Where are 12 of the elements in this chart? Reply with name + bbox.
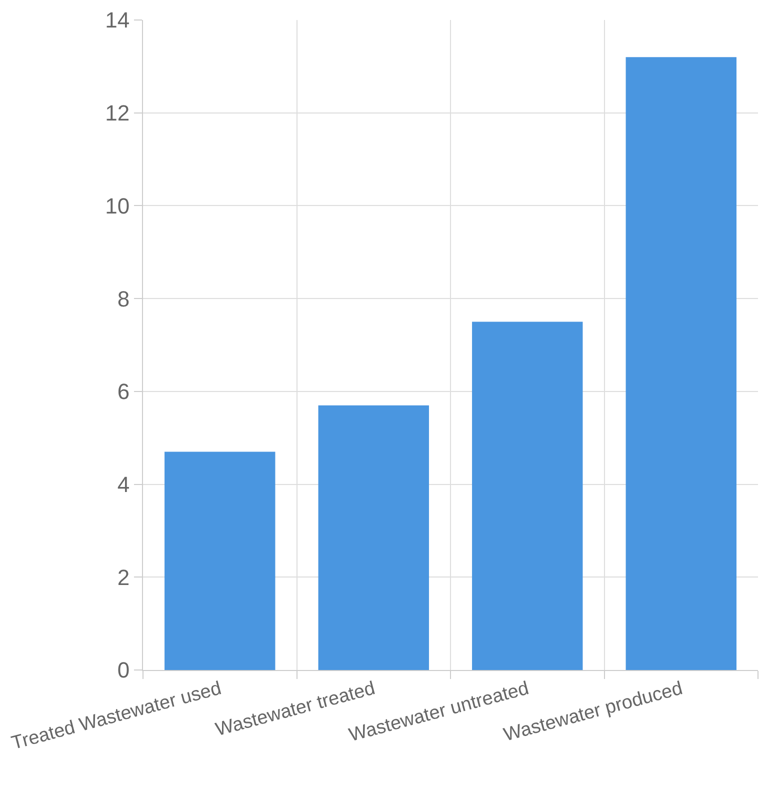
y-tick-label: 14 (105, 8, 130, 33)
y-tick-label: 6 (117, 379, 130, 404)
y-tick-label: 2 (117, 564, 130, 590)
y-tick-label: 0 (117, 658, 130, 683)
y-tick-label: 12 (105, 100, 130, 126)
bar (318, 405, 429, 670)
y-tick-label: 10 (105, 193, 130, 218)
y-tick-label: 4 (117, 472, 130, 497)
bar (164, 452, 276, 670)
bar (626, 57, 736, 670)
y-tick-label: 8 (117, 286, 130, 312)
bar (472, 322, 583, 670)
